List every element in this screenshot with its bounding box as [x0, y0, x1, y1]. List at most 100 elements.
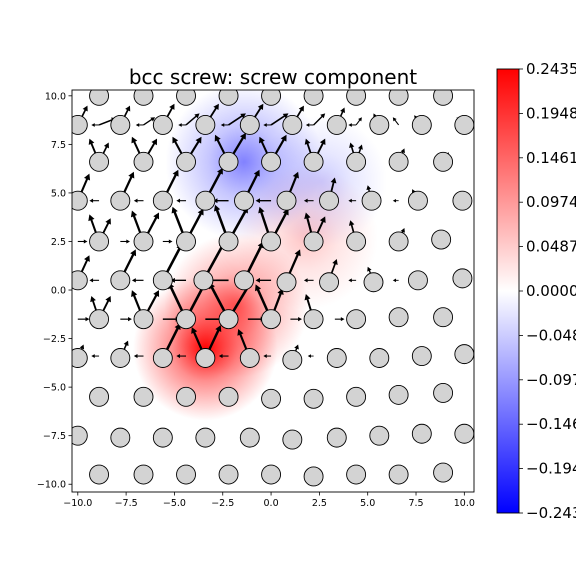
displacement-arrow: [263, 123, 272, 127]
x-tick-label: 5.0: [360, 498, 375, 509]
y-tick-label: 7.5: [51, 140, 66, 151]
colorbar: 0.2435 0.1948 0.1461 0.0974 0.0487 0.0000 −0.0…: [496, 60, 576, 522]
atom-marker: [408, 190, 428, 211]
atom-marker: [218, 90, 239, 106]
chart-title: bcc screw: screw component: [129, 65, 417, 89]
displacement-arrow: [270, 113, 289, 126]
displacement-arrow: [133, 354, 144, 359]
y-tick-label: −7.5: [43, 431, 66, 442]
atom-marker: [276, 190, 297, 211]
atom-marker: [319, 272, 339, 293]
x-tick-label: −2.5: [211, 498, 234, 509]
atom-marker: [89, 151, 110, 172]
x-tick-label: 10.0: [454, 498, 475, 509]
colorbar-tick-label: −0.097: [526, 371, 576, 389]
displacement-arrow: [185, 113, 200, 126]
colorbar-tick-label: 0.0974: [526, 193, 576, 211]
displacement-arrow: [348, 198, 357, 203]
atom-marker: [326, 348, 347, 368]
atom-marker: [319, 190, 339, 211]
atom-marker: [133, 309, 154, 330]
atom-marker: [133, 151, 154, 172]
atom-marker: [452, 268, 473, 289]
x-tick-label: −7.5: [115, 498, 138, 509]
atom-marker: [261, 90, 282, 106]
atom-marker: [282, 349, 303, 370]
atom-marker: [152, 270, 173, 291]
y-tick-label: −2.5: [43, 334, 66, 345]
atom-marker: [326, 115, 347, 135]
atom-marker: [152, 427, 173, 448]
atom-marker: [110, 348, 131, 368]
colorbar-tick-label: 0.1461: [526, 149, 576, 167]
atom-marker: [433, 462, 454, 483]
atom-marker: [239, 115, 260, 135]
atom-marker: [152, 190, 173, 211]
y-axis: 10.0 7.5 5.0 2.5 0.0 −2.5 −5.0 −7.5 −10.0: [37, 91, 72, 491]
heat-blob: [255, 115, 388, 247]
x-tick-label: −5.0: [163, 498, 186, 509]
displacement-arrow: [220, 123, 229, 127]
atom-marker: [72, 270, 88, 291]
atom-marker: [176, 151, 196, 172]
atom-marker: [193, 270, 214, 291]
atom-marker: [239, 427, 260, 448]
displacement-arrow: [228, 113, 246, 126]
atom-marker: [326, 427, 347, 448]
atom-marker: [218, 464, 239, 485]
atom-marker: [433, 307, 454, 328]
atom-marker: [195, 190, 216, 211]
displacement-arrow: [348, 278, 357, 283]
atom-marker: [303, 151, 324, 172]
atom-marker: [218, 386, 239, 407]
displacement-arrow: [263, 354, 272, 358]
displacement-arrow: [91, 123, 100, 127]
atom-marker: [388, 464, 409, 485]
atom-marker: [411, 423, 432, 444]
displacement-arrow: [348, 123, 357, 127]
atom-marker: [218, 309, 239, 330]
atom-marker: [388, 231, 409, 252]
atom-marker: [261, 231, 282, 252]
atom-marker: [133, 464, 154, 485]
atom-marker: [72, 190, 88, 211]
atom-marker: [72, 348, 88, 368]
atom-marker: [89, 90, 110, 106]
displacement-arrow: [313, 113, 326, 126]
atom-marker: [411, 346, 432, 367]
displacement-arrow: [143, 117, 156, 126]
atom-marker: [303, 231, 324, 252]
colorbar-tick-label: −0.146: [526, 415, 576, 433]
atom-marker: [346, 386, 367, 407]
displacement-arrow: [176, 354, 187, 359]
atom-marker: [282, 115, 303, 135]
atom-marker: [218, 231, 239, 252]
atom-marker: [452, 190, 473, 211]
atom-marker: [282, 429, 303, 450]
displacement-arrow: [89, 278, 100, 283]
atom-marker: [176, 386, 196, 407]
displacement-arrow: [77, 239, 88, 244]
atom-marker: [454, 344, 474, 365]
displacement-arrow: [120, 239, 130, 244]
colorbar-tick-label: 0.2435: [526, 60, 576, 78]
atom-marker: [176, 464, 196, 485]
atom-marker: [195, 115, 216, 135]
displacement-arrow: [392, 198, 399, 203]
atom-marker: [454, 115, 474, 135]
displacement-arrow: [218, 354, 229, 359]
displacement-arrow: [133, 198, 144, 203]
atom-marker: [195, 348, 216, 368]
y-tick-label: 2.5: [51, 237, 66, 248]
atom-marker: [110, 190, 131, 211]
atom-marker: [303, 90, 324, 106]
atom-marker: [89, 309, 110, 330]
displacement-arrow: [91, 354, 100, 358]
displacement-arrow: [176, 198, 187, 203]
displacement-arrow: [303, 198, 314, 203]
displacement-arrow: [77, 317, 90, 322]
atom-marker: [234, 190, 254, 211]
atom-marker: [195, 427, 216, 448]
colorbar-gradient: [496, 68, 520, 514]
